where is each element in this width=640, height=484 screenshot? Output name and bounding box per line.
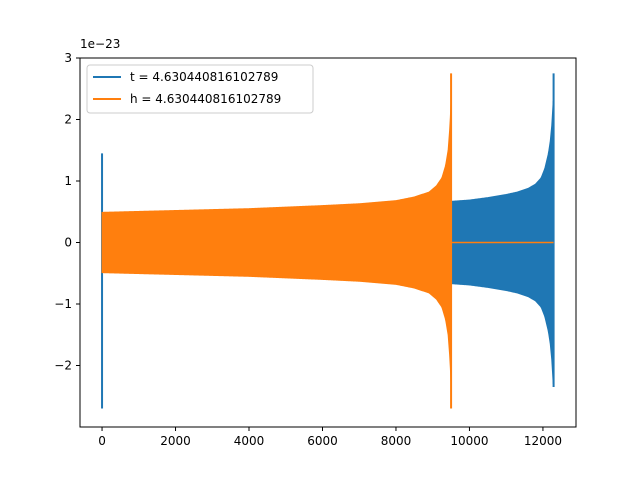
x-tick-label: 12000	[524, 434, 562, 448]
y-axis-offset-label: 1e−23	[80, 37, 120, 51]
legend-label: t = 4.630440816102789	[130, 70, 278, 84]
y-tick-label: 0	[64, 236, 72, 250]
y-tick-label: −2	[54, 359, 72, 373]
x-tick-label: 8000	[381, 434, 412, 448]
y-tick-label: 2	[64, 113, 72, 127]
legend-box	[86, 64, 314, 114]
x-tick-label: 6000	[307, 434, 338, 448]
plot-layer	[101, 73, 555, 409]
y-tick-label: 1	[64, 174, 72, 188]
ticks-layer: 0 2000 4000 6000 8000 10000 12000 −2 −1 0 1 2 3	[54, 51, 562, 448]
x-tick-label: 0	[98, 434, 106, 448]
y-tick-label: −1	[54, 297, 72, 311]
x-tick-label: 10000	[450, 434, 488, 448]
legend-label: h = 4.630440816102789	[130, 92, 281, 106]
y-tick-label: 3	[64, 51, 72, 65]
x-tick-label: 2000	[160, 434, 191, 448]
legend: t = 4.630440816102789 h = 4.6304408161027…	[86, 64, 314, 114]
x-tick-label: 4000	[234, 434, 265, 448]
